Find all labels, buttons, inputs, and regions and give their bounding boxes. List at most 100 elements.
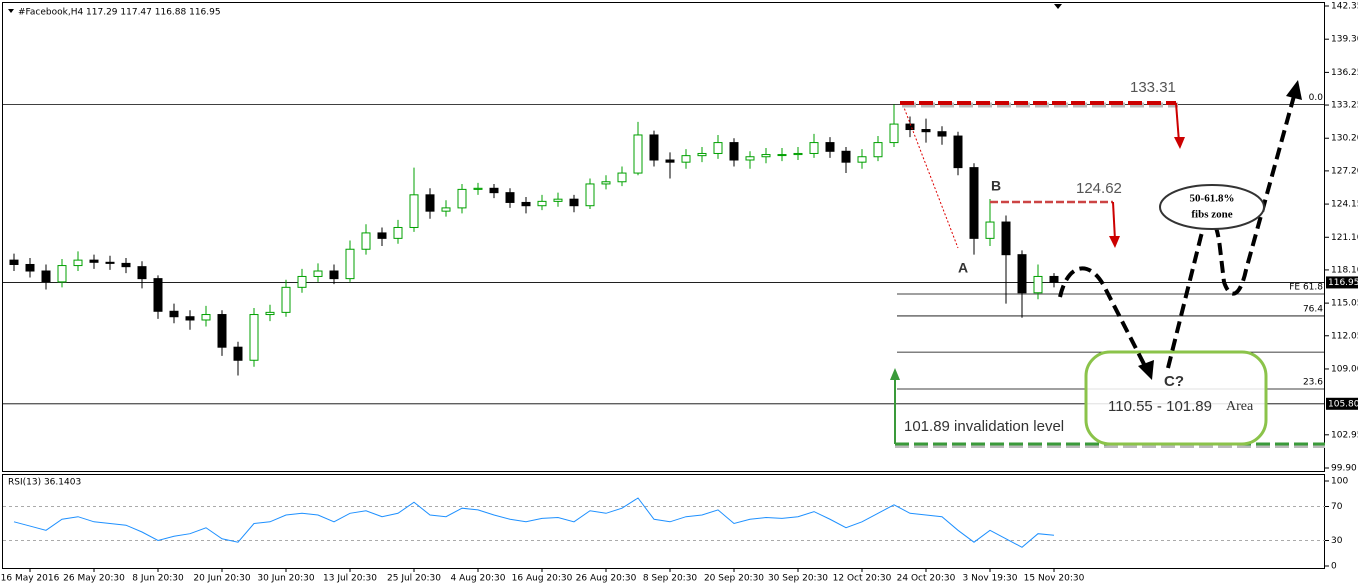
candle-body (57, 265, 67, 283)
candle-body (505, 192, 515, 203)
candle-body (137, 266, 147, 280)
wave-label: A (958, 260, 968, 276)
y-tick-label: 142.35 (1331, 2, 1358, 12)
annotation: 133.31 (1130, 79, 1176, 96)
candle-body (345, 248, 355, 280)
fib-label: FE 61.8 (1289, 282, 1323, 292)
rsi-panel-frame (2, 474, 1325, 569)
wave-label: C? (1164, 373, 1184, 390)
candle-body (777, 154, 787, 157)
candle-body (889, 123, 899, 144)
candle-body (169, 310, 179, 318)
candle-body (409, 194, 419, 228)
rsi-tick-label: 70 (1331, 502, 1343, 512)
x-tick-label: 26 Aug 20:30 (576, 574, 637, 584)
fib-label: 23.6 (1303, 377, 1323, 387)
swing-line (902, 104, 959, 249)
candle-body (1001, 221, 1011, 256)
y-tick-label: 109.00 (1331, 364, 1358, 374)
y-tick-label: 136.25 (1331, 68, 1358, 78)
x-tick-label: 15 Nov 20:30 (1024, 574, 1085, 584)
fibs-zone-bubble (1159, 184, 1265, 230)
candle-body (9, 259, 19, 265)
candle-body (1049, 275, 1059, 283)
candle-body (489, 187, 499, 194)
candle-body (121, 262, 131, 268)
candle-body (73, 259, 83, 267)
candle-body (953, 135, 963, 169)
candle-body (217, 314, 227, 348)
candle-body (569, 198, 579, 207)
candle-body (361, 232, 371, 250)
x-tick-label: 3 Nov 19:30 (963, 574, 1018, 584)
candle-body (985, 221, 995, 239)
candle-body (921, 129, 931, 133)
x-tick-label: 20 Jun 20:30 (193, 574, 250, 584)
y-tick-label: 102.95 (1331, 430, 1358, 440)
y-tick-label: 99.90 (1331, 464, 1357, 474)
x-tick-label: 25 Jul 20:30 (387, 574, 441, 584)
candle-body (937, 131, 947, 137)
y-tick-label: 112.05 (1331, 331, 1358, 341)
candle-body (201, 314, 211, 321)
price-tag (1326, 397, 1358, 410)
annotations: 133.31 124.62 A B 101.89 invalidation le… (890, 79, 1325, 448)
arrowhead (1138, 360, 1154, 380)
x-tick-label: 4 Aug 20:30 (451, 574, 506, 584)
y-tick-label: 124.15 (1331, 200, 1358, 210)
candle-body (585, 183, 595, 207)
x-tick-label: 16 Aug 20:30 (512, 574, 573, 584)
candle-body (905, 123, 915, 131)
menu-triangle (8, 9, 14, 13)
candle-body (825, 142, 835, 152)
x-tick-label: 16 May 2016 (1, 574, 60, 584)
candle-body (553, 198, 563, 202)
projection-path (1058, 266, 1148, 369)
x-tick-label: 20 Sep 20:30 (704, 574, 764, 584)
candle-body (713, 142, 723, 154)
price-panel-frame (2, 2, 1325, 472)
candle-body (153, 278, 163, 312)
rsi-line (13, 497, 1055, 548)
x-tick-label: 8 Sep 20:30 (643, 574, 698, 584)
candle-body (265, 311, 275, 316)
rsi-title: RSI(13) 36.1403 (8, 478, 81, 488)
wave-label: B (991, 178, 1001, 194)
y-tick-label: 139.30 (1331, 35, 1358, 45)
candle-body (633, 134, 643, 174)
x-tick-label: 26 May 20:30 (63, 574, 125, 584)
candle-body (809, 142, 819, 154)
candle-body (441, 207, 451, 212)
candle-body (185, 316, 195, 321)
arrowhead (1286, 80, 1302, 100)
x-tick-label: 12 Oct 20:30 (833, 574, 892, 584)
candle-body (537, 200, 547, 207)
x-tick-label: 13 Jul 20:30 (323, 574, 377, 584)
annotation: 50-61.8% (1190, 193, 1235, 205)
candle-body (793, 152, 803, 156)
candle-body (681, 155, 691, 163)
candle-body (521, 201, 531, 207)
candle-body (233, 346, 243, 361)
y-tick-label: 127.20 (1331, 166, 1358, 176)
candle-body (297, 275, 307, 288)
annotation: fibs zone (1191, 209, 1232, 221)
x-tick-label: 8 Jun 20:30 (132, 574, 184, 584)
candle-body (617, 172, 627, 183)
candle-body (697, 152, 707, 157)
candle-body (457, 188, 467, 209)
x-tick-label: 24 Oct 20:30 (897, 574, 956, 584)
candle-body (1033, 275, 1043, 294)
candle-body (1017, 254, 1027, 294)
candle-body (649, 134, 659, 161)
candle-body (601, 181, 611, 185)
y-tick-label: 115.05 (1331, 299, 1358, 309)
annotation: 110.55 - 101.89 (1108, 398, 1212, 415)
rsi-tick-label: 100 (1331, 477, 1348, 487)
candle-body (729, 142, 739, 161)
candle-body (25, 263, 35, 272)
candle-body (89, 259, 99, 263)
candle-body (473, 187, 483, 190)
candle-body (745, 156, 755, 161)
